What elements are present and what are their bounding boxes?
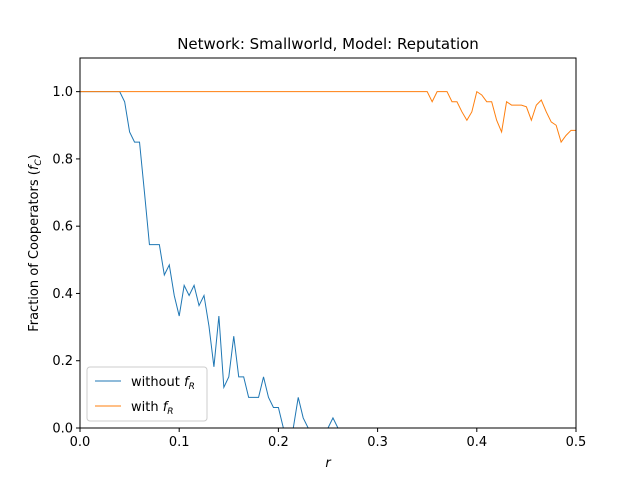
y-axis: 0.0 0.2 0.4 0.6 0.8 1.0 bbox=[52, 85, 80, 437]
legend-var-without: f bbox=[184, 375, 191, 390]
plot-area bbox=[79, 57, 577, 429]
legend-name-without: without bbox=[131, 375, 184, 390]
legend-var-with: f bbox=[163, 400, 170, 415]
legend-sub-without: R bbox=[189, 382, 195, 392]
x-tick-label: 0.2 bbox=[268, 435, 289, 450]
x-tick-label: 0.0 bbox=[70, 435, 91, 450]
legend-name-with: with bbox=[131, 400, 163, 415]
y-tick-label: 1.0 bbox=[52, 85, 73, 100]
x-tick-label: 0.4 bbox=[466, 435, 487, 450]
x-tick-label: 0.1 bbox=[169, 435, 190, 450]
y-axis-label-sub: C bbox=[34, 159, 44, 166]
y-tick-label: 0.0 bbox=[52, 422, 73, 437]
legend-entry-with: with fR bbox=[131, 400, 174, 417]
y-tick-label: 0.4 bbox=[52, 287, 73, 302]
series-line-1 bbox=[80, 90, 576, 144]
chart-title: Network: Smallworld, Model: Reputation bbox=[177, 35, 479, 53]
y-tick-label: 0.6 bbox=[52, 220, 73, 235]
y-axis-label-var: f bbox=[27, 163, 42, 170]
y-tick-label: 0.8 bbox=[52, 152, 73, 167]
y-axis-label-close: ) bbox=[27, 154, 42, 159]
legend-sub-with: R bbox=[167, 407, 173, 417]
x-tick-label: 0.3 bbox=[367, 435, 388, 450]
legend: without fR with fR bbox=[86, 366, 208, 422]
legend-entry-without: without fR bbox=[131, 375, 195, 392]
y-axis-label-text: Fraction of Cooperators ( bbox=[27, 170, 42, 332]
x-axis-label: r bbox=[325, 456, 332, 471]
y-tick-label: 0.2 bbox=[52, 354, 73, 369]
x-tick-label: 0.5 bbox=[566, 435, 587, 450]
x-axis: 0.0 0.1 0.2 0.3 0.4 0.5 bbox=[70, 428, 587, 450]
plot-frame bbox=[79, 57, 577, 429]
y-axis-label: Fraction of Cooperators (fC) bbox=[27, 154, 44, 332]
